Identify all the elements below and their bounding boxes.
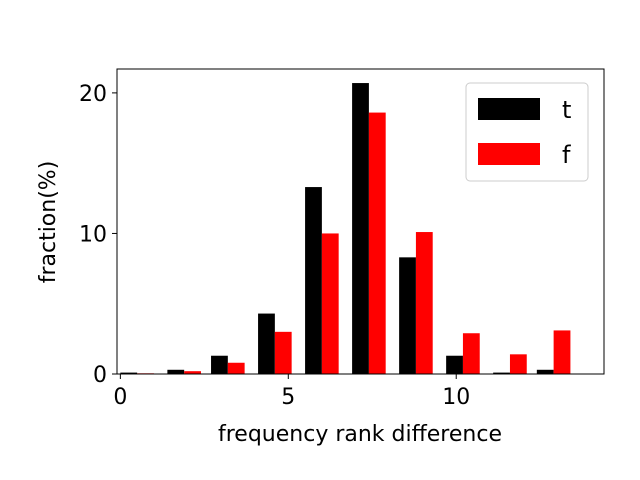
bar-t-2 xyxy=(211,355,228,374)
x-axis-label: frequency rank difference xyxy=(218,422,502,447)
y-axis: 0 10 20 xyxy=(79,82,117,388)
bar-f-8 xyxy=(509,354,527,374)
bar-f-1 xyxy=(184,371,201,374)
legend-swatch-t xyxy=(478,98,540,120)
legend-label-f: f xyxy=(562,141,571,169)
bar-t-0 xyxy=(120,372,138,374)
y-axis-label: fraction(%) xyxy=(36,161,61,284)
bar-f-9 xyxy=(553,330,571,374)
legend-label-t: t xyxy=(562,96,571,124)
bar-t-6 xyxy=(399,257,416,374)
x-axis: 0 5 10 xyxy=(113,374,470,410)
x-tick-label-0: 0 xyxy=(113,385,127,410)
legend-swatch-f xyxy=(478,143,540,165)
x-tick-label-10: 10 xyxy=(442,385,470,410)
bar-t-3 xyxy=(258,313,275,374)
bar-t-5 xyxy=(352,83,369,374)
bar-f-4 xyxy=(321,233,339,374)
bar-f-5 xyxy=(368,112,386,375)
y-tick-label-0: 0 xyxy=(93,363,107,388)
bar-t-8 xyxy=(493,372,510,374)
bar-t-7 xyxy=(446,355,463,374)
bar-t-4 xyxy=(305,187,322,374)
bar-f-3 xyxy=(274,331,292,374)
bar-f-6 xyxy=(415,232,433,374)
bar-f-7 xyxy=(462,333,480,374)
x-tick-label-5: 5 xyxy=(281,385,295,410)
y-tick-label-20: 20 xyxy=(79,82,107,107)
y-tick-label-10: 10 xyxy=(79,222,107,247)
plot-frame xyxy=(116,68,605,375)
bar-f-2 xyxy=(227,362,245,374)
bar-t-1 xyxy=(167,369,185,374)
legend: t f xyxy=(465,82,589,182)
bars-group xyxy=(120,83,571,375)
bar-t-9 xyxy=(536,369,554,374)
